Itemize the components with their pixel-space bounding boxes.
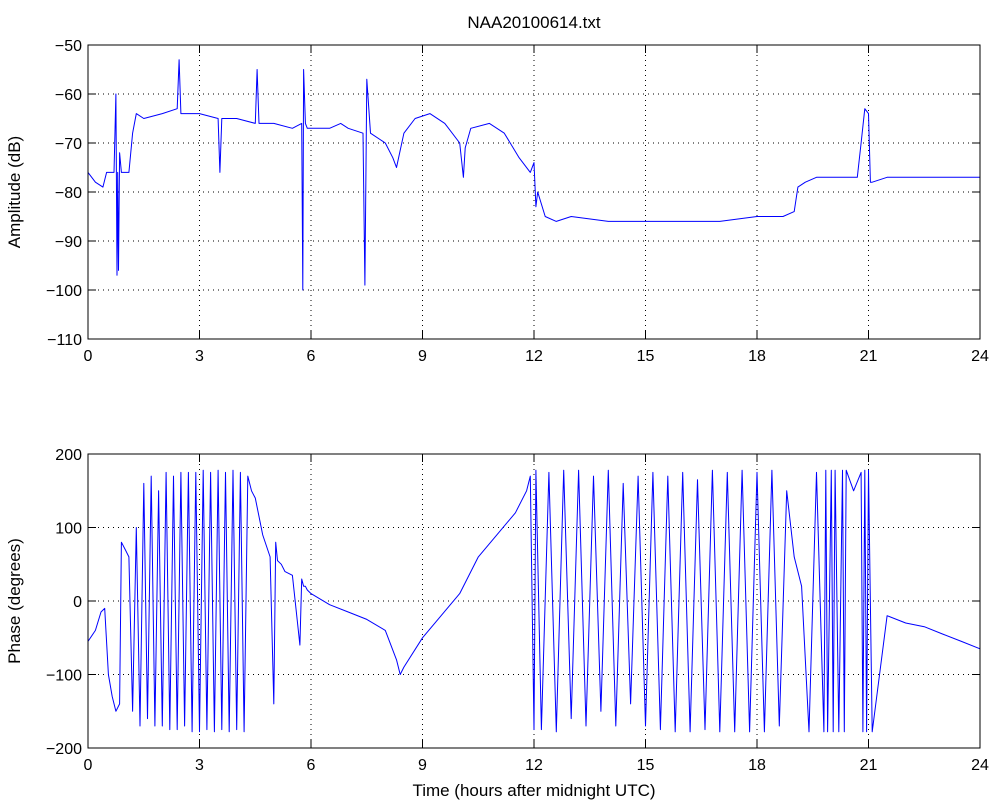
y-tick-label: −50: [55, 38, 82, 55]
y-tick-label: −110: [47, 332, 82, 349]
x-tick-label: 6: [307, 348, 316, 365]
y-tick-label: −80: [55, 185, 82, 202]
x-tick-label: 18: [748, 348, 766, 365]
x-tick-label: 0: [84, 348, 93, 365]
x-tick-label: 6: [307, 757, 316, 774]
x-tick-label: 12: [525, 348, 543, 365]
x-tick-label: 3: [195, 348, 204, 365]
x-tick-label: 15: [637, 348, 655, 365]
x-tick-label: 24: [971, 348, 989, 365]
amplitude-panel: NAA20100614.txt 0 3 6 9 12 15 18 21 24 −50 −60 −70 −…: [5, 13, 989, 365]
x-tick-label: 18: [748, 757, 766, 774]
x-tick-label: 12: [525, 757, 543, 774]
y-tick-label: −100: [46, 283, 82, 300]
x-tick-label: 15: [637, 757, 655, 774]
x-tick-label: 9: [418, 757, 427, 774]
phase-panel: 0 3 6 9 12 15 18 21 24 200 100 0 −100 −200 Phase (deg…: [5, 447, 989, 800]
x-tick-label: 21: [860, 757, 878, 774]
phase-x-axis-label: Time (hours after midnight UTC): [412, 781, 655, 800]
y-tick-label: −70: [55, 136, 82, 153]
x-tick-label: 24: [971, 757, 989, 774]
y-tick-label: −90: [55, 234, 82, 251]
y-tick-label: 0: [73, 594, 82, 611]
y-tick-label: −60: [55, 87, 82, 104]
y-tick-label: −200: [46, 741, 82, 758]
phase-series-line: [87, 469, 981, 733]
x-tick-label: 21: [860, 348, 878, 365]
phase-y-axis-label: Phase (degrees): [5, 538, 24, 664]
x-tick-label: 0: [84, 757, 93, 774]
x-tick-label: 9: [418, 348, 427, 365]
x-tick-label: 3: [195, 757, 204, 774]
y-tick-label: 100: [55, 521, 82, 538]
y-tick-label: −100: [46, 668, 82, 685]
amplitude-series-line: [87, 59, 980, 291]
amplitude-y-axis-label: Amplitude (dB): [5, 136, 24, 248]
y-tick-label: 200: [55, 447, 82, 464]
chart-title: NAA20100614.txt: [467, 13, 601, 32]
